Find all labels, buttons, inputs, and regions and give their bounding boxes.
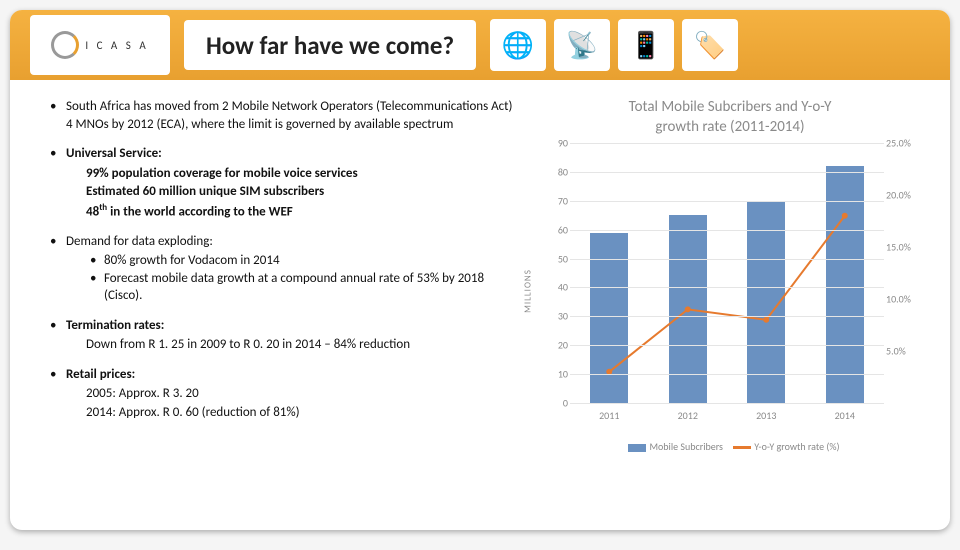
legend-swatch-bar — [628, 444, 646, 452]
chart-legend: Mobile Subcribers Y-o-Y growth rate (%) — [530, 440, 930, 453]
bullet-3-l2: Forecast mobile data growth at a compoun… — [90, 270, 520, 305]
bullet-4-l1: Down from R 1. 25 in 2009 to R 0. 20 in … — [86, 336, 520, 354]
chart-bars — [570, 143, 884, 403]
bullet-2-head: Universal Service: — [66, 146, 162, 161]
phone-icon: 📱 — [618, 19, 674, 71]
bullet-5-l2: 2014: Approx. R 0. 60 (reduction of 81%) — [86, 404, 520, 422]
logo-swirl-icon — [51, 31, 79, 59]
globe-icon: 🌐 — [490, 19, 546, 71]
bullet-5-l1: 2005: Approx. R 3. 20 — [86, 385, 520, 403]
header-bar: I C A S A How far have we come? 🌐 📡 📱 🏷️ — [10, 10, 950, 80]
bullet-3-head: Demand for data exploding: — [66, 234, 213, 249]
slide: I C A S A How far have we come? 🌐 📡 📱 🏷️… — [10, 10, 950, 530]
combo-chart: MILLIONS 010203040506070809025.0%20.0%15… — [530, 143, 930, 438]
bullet-2-l3: 48th in the world according to the WEF — [86, 202, 520, 221]
bullet-4-head: Termination rates: — [66, 318, 164, 333]
page-title: How far have we come? — [206, 30, 454, 61]
bullet-1: South Africa has moved from 2 Mobile Net… — [50, 98, 520, 133]
chart-bar — [747, 201, 785, 403]
y-axis-label: MILLIONS — [523, 269, 534, 313]
bullet-4: Termination rates: Down from R 1. 25 in … — [50, 317, 520, 354]
bullet-3: Demand for data exploding: 80% growth fo… — [50, 233, 520, 305]
bullet-5-head: Retail prices: — [66, 367, 135, 382]
bullet-2-l2: Estimated 60 million unique SIM subscrib… — [86, 183, 520, 201]
logo: I C A S A — [30, 15, 170, 75]
satellite-icon: 📡 — [554, 19, 610, 71]
text-column: South Africa has moved from 2 Mobile Net… — [50, 98, 520, 453]
content: South Africa has moved from 2 Mobile Net… — [10, 80, 950, 463]
logo-text: I C A S A — [85, 39, 148, 52]
chart-title: Total Mobile Subcribers and Y-o-Y growth… — [530, 98, 930, 137]
title-box: How far have we come? — [184, 20, 476, 70]
bullet-2: Universal Service: 99% population covera… — [50, 145, 520, 221]
bullet-5: Retail prices: 2005: Approx. R 3. 20 201… — [50, 366, 520, 422]
chart-area — [570, 143, 884, 403]
bullet-2-l1: 99% population coverage for mobile voice… — [86, 165, 520, 183]
legend-swatch-line — [733, 446, 751, 449]
legend-line-label: Y-o-Y growth rate (%) — [754, 440, 839, 453]
header-icons: 🌐 📡 📱 🏷️ — [490, 19, 738, 71]
chart-column: Total Mobile Subcribers and Y-o-Y growth… — [530, 98, 930, 453]
bullet-3-l1: 80% growth for Vodacom in 2014 — [90, 252, 520, 270]
tag-icon: 🏷️ — [682, 19, 738, 71]
legend-bar-label: Mobile Subcribers — [649, 440, 722, 453]
